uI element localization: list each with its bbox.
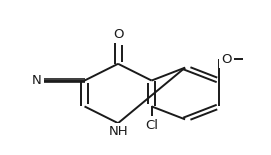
Text: NH: NH	[108, 125, 128, 138]
Text: O: O	[221, 53, 232, 66]
Text: O: O	[113, 28, 123, 41]
Text: N: N	[32, 74, 42, 87]
Text: Cl: Cl	[145, 119, 158, 132]
